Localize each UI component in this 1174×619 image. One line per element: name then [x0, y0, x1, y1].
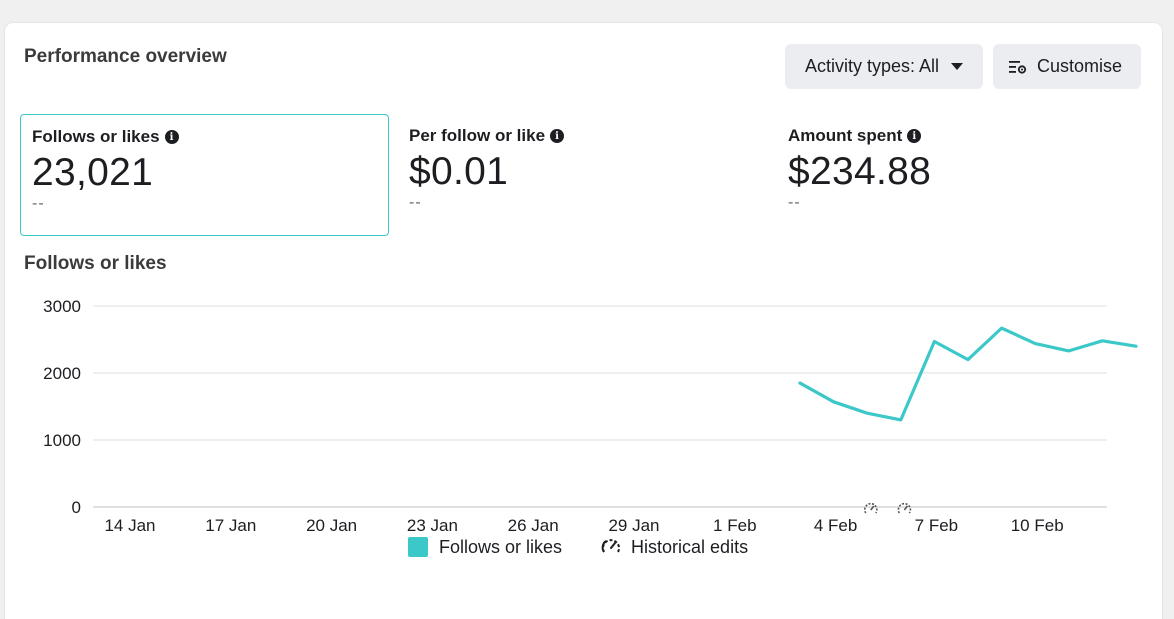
panel-title: Performance overview — [24, 46, 227, 67]
x-tick-label: 23 Jan — [407, 516, 458, 535]
metric-label: Amount spent — [788, 126, 903, 145]
caret-down-icon — [951, 63, 964, 70]
activity-types-label: Activity types: All — [805, 56, 940, 76]
metric-label: Per follow or like — [409, 126, 546, 145]
x-tick-label: 7 Feb — [915, 516, 958, 535]
metric-change: -- — [788, 194, 801, 211]
historical-edit-arc — [897, 502, 912, 514]
metric-change: -- — [409, 194, 422, 211]
info-icon[interactable]: i — [907, 129, 922, 143]
metric-change: -- — [32, 195, 45, 212]
y-tick-label: 2000 — [43, 364, 81, 383]
metric-card-per-follow[interactable]: Per follow or like i $0.01 -- — [398, 114, 767, 236]
legend-item-historical-edits[interactable]: Historical edits — [600, 536, 748, 558]
metric-value: $0.01 — [409, 150, 509, 193]
x-tick-label: 17 Jan — [205, 516, 256, 535]
x-tick-label: 10 Feb — [1011, 516, 1064, 535]
metric-label-row: Amount spent i — [788, 126, 1146, 146]
chart-title: Follows or likes — [24, 253, 167, 274]
legend-label-historical: Historical edits — [631, 536, 749, 557]
legend-swatch — [408, 537, 428, 557]
y-tick-label: 3000 — [43, 297, 81, 316]
metric-label: Follows or likes — [32, 127, 160, 146]
customise-icon — [1009, 60, 1027, 74]
info-icon[interactable]: i — [164, 130, 179, 144]
y-tick-label: 0 — [72, 498, 81, 517]
x-tick-label: 29 Jan — [608, 516, 659, 535]
series-line-follows — [798, 326, 1138, 422]
x-tick-label: 4 Feb — [814, 516, 857, 535]
historical-edit-marker — [897, 502, 912, 514]
customise-button[interactable]: Customise — [993, 44, 1141, 89]
legend-item-follows[interactable]: Follows or likes — [408, 537, 562, 558]
metric-value: 23,021 — [32, 151, 154, 194]
metric-label-row: Follows or likes i — [32, 127, 388, 147]
historical-edit-needle — [870, 505, 875, 511]
metric-value: $234.88 — [788, 150, 932, 193]
historical-edits-icon — [601, 539, 621, 553]
historical-edit-marker — [864, 502, 878, 514]
activity-types-dropdown[interactable]: Activity types: All — [785, 44, 983, 89]
historical-edit-arc — [864, 502, 878, 514]
chart-legend: Follows or likes Historical edits — [408, 536, 748, 558]
x-tick-label: 14 Jan — [104, 516, 155, 535]
x-tick-label: 1 Feb — [713, 516, 756, 535]
y-tick-label: 1000 — [43, 431, 81, 450]
metric-card-amount-spent[interactable]: Amount spent i $234.88 -- — [777, 114, 1146, 236]
x-tick-label: 26 Jan — [508, 516, 559, 535]
x-tick-label: 20 Jan — [306, 516, 357, 535]
performance-overview-card: Performance overview Activity types: All… — [5, 23, 1162, 619]
legend-label-follows: Follows or likes — [439, 536, 563, 557]
metric-label-row: Per follow or like i — [409, 126, 767, 146]
metric-card-follows[interactable]: Follows or likes i 23,021 -- — [20, 114, 389, 236]
historical-edit-needle — [903, 505, 909, 511]
customise-label: Customise — [1037, 56, 1123, 76]
info-icon[interactable]: i — [550, 129, 565, 143]
